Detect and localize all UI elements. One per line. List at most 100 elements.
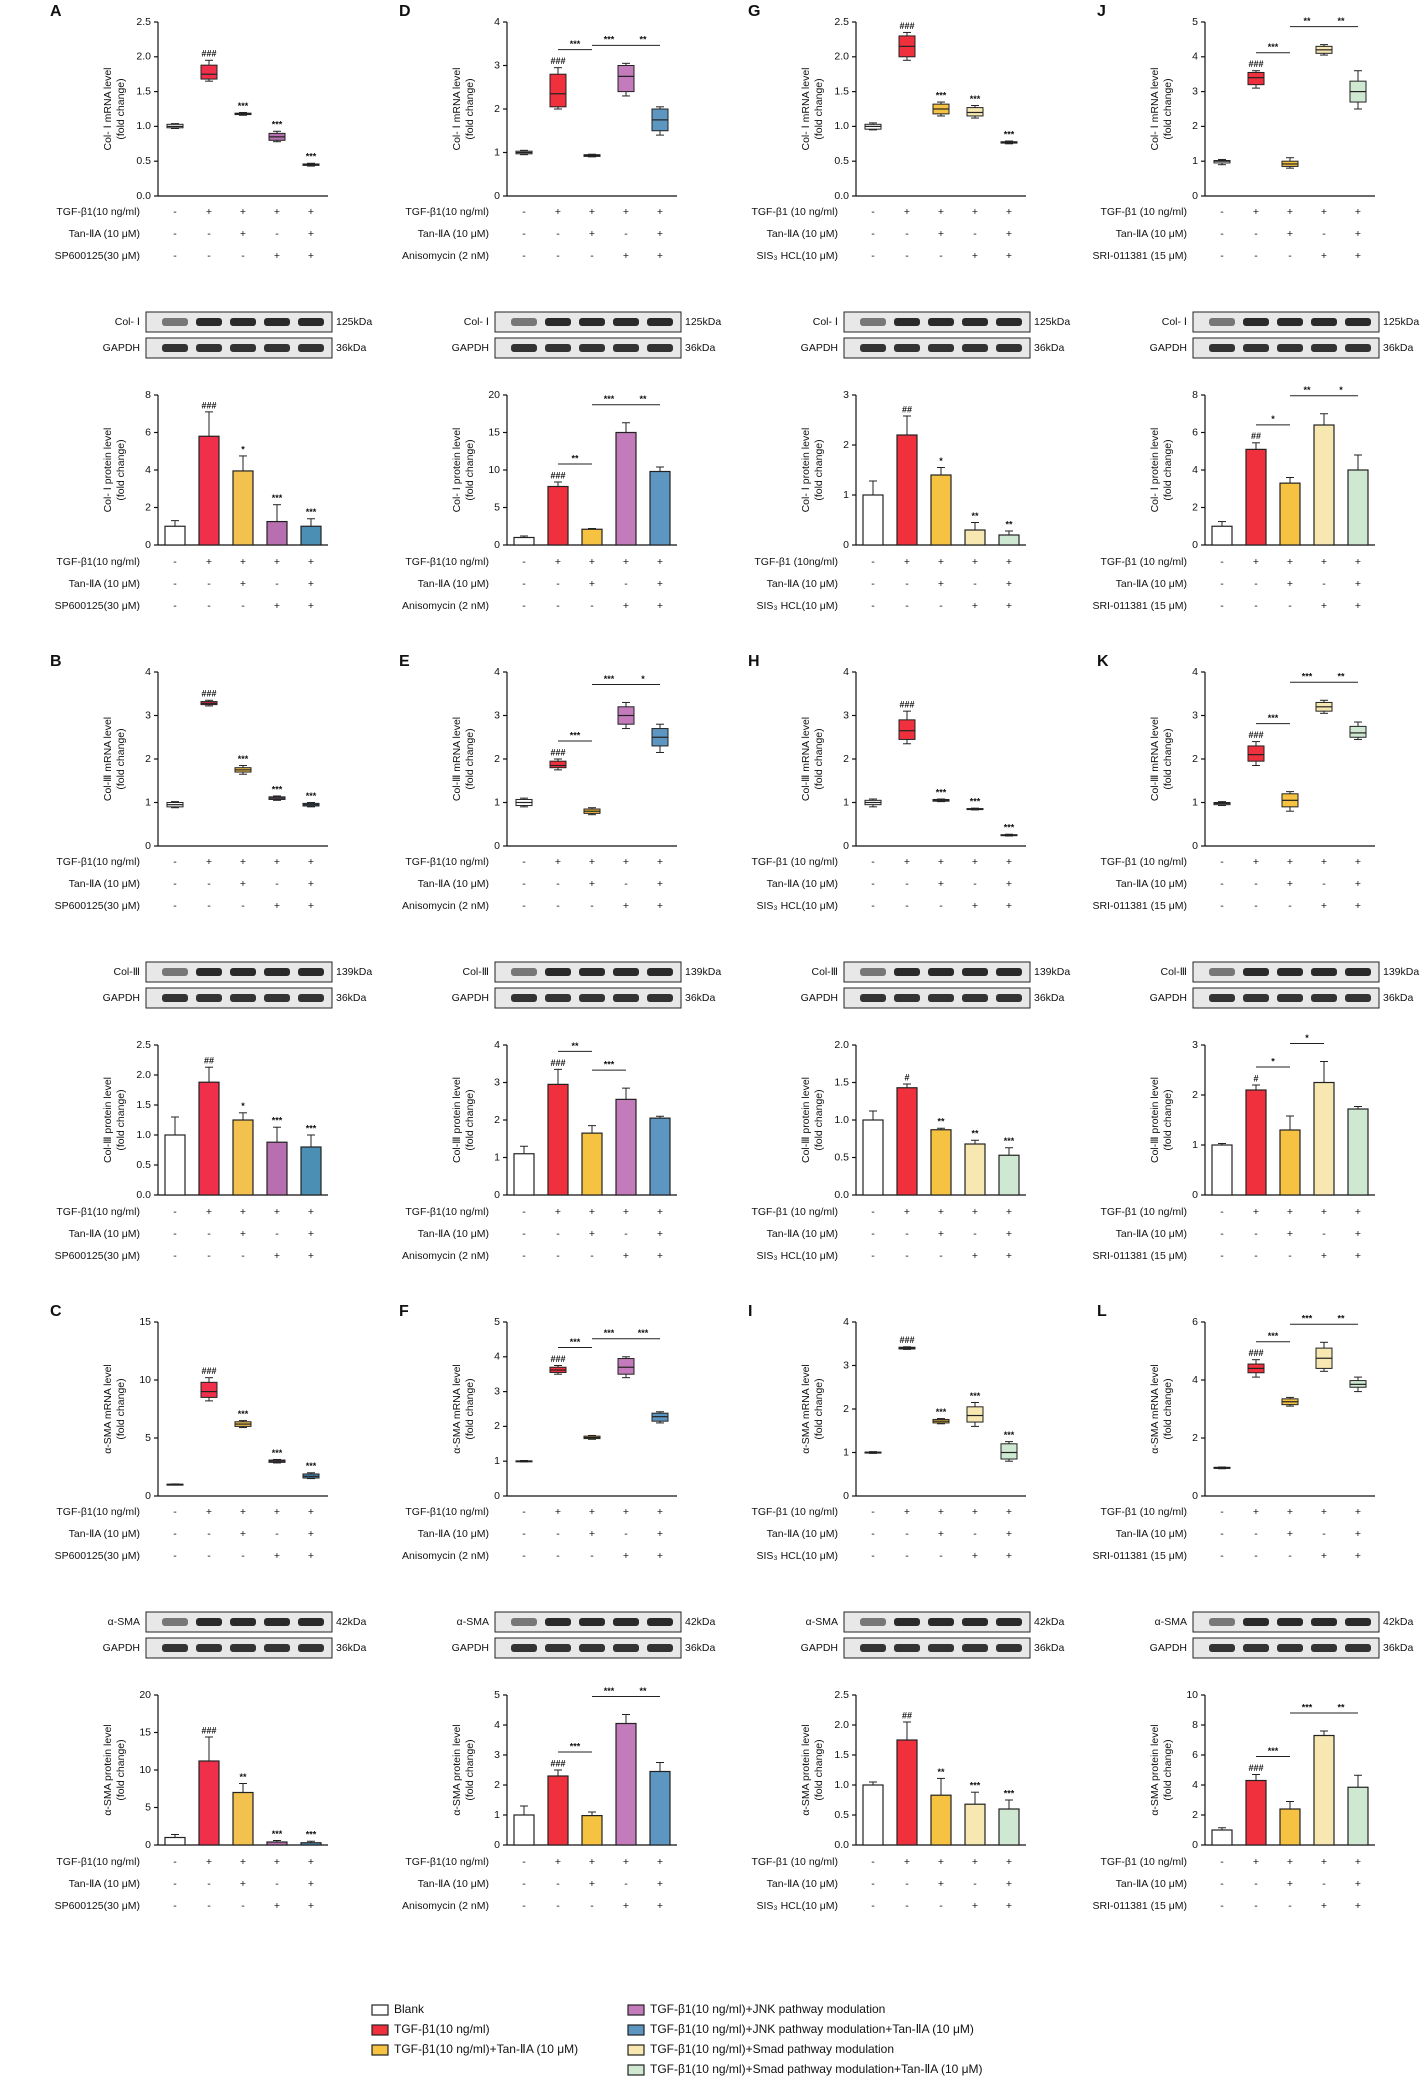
- treatment-label: TGF-β1 (10 ng/ml): [751, 206, 838, 218]
- treatment-sign: -: [1220, 1206, 1224, 1218]
- blot-band: [996, 318, 1022, 326]
- treatment-sign: +: [904, 556, 910, 568]
- blot-band: [613, 344, 639, 352]
- y-axis-title: Col-Ⅲ mRNA level: [451, 717, 463, 801]
- treatment-label: SIS₃ HCL(10 μM): [756, 1900, 838, 1912]
- blot-band: [647, 1618, 673, 1626]
- y-tick-label: 2.0: [136, 51, 151, 63]
- treatment-sign: +: [274, 900, 280, 912]
- treatment-sign: -: [624, 228, 628, 240]
- treatment-sign: -: [590, 600, 594, 612]
- y-axis-title: (fold change): [464, 1739, 476, 1800]
- y-tick-label: 2: [1192, 1432, 1198, 1444]
- treatment-sign: -: [522, 578, 526, 590]
- blot-label: Col-Ⅲ: [114, 966, 141, 978]
- treatment-label: TGF-β1(10 ng/ml): [405, 1506, 489, 1518]
- y-axis-title: (fold change): [1162, 439, 1174, 500]
- blot-band: [962, 318, 988, 326]
- significance-mark: ***: [306, 1461, 317, 1471]
- significance-mark: ###: [899, 21, 914, 31]
- bar: [547, 485, 569, 546]
- y-tick-label: 10: [139, 1374, 151, 1386]
- blot-band: [1277, 1618, 1303, 1626]
- treatment-sign: +: [240, 206, 246, 218]
- treatment-sign: -: [173, 1250, 177, 1262]
- panel-label: L: [1097, 1303, 1107, 1320]
- treatment-sign: +: [623, 556, 629, 568]
- legend-swatch: [371, 2044, 389, 2056]
- treatment-sign: -: [871, 1528, 875, 1540]
- treatment-sign: +: [589, 856, 595, 868]
- y-tick-label: 0: [494, 1839, 500, 1851]
- treatment-label: SP600125(30 μM): [55, 250, 140, 262]
- treatment-sign: -: [1220, 228, 1224, 240]
- significance-mark: ###: [201, 1725, 216, 1735]
- treatment-sign: +: [206, 856, 212, 868]
- treatment-sign: +: [1253, 856, 1259, 868]
- treatment-sign: -: [1288, 900, 1292, 912]
- significance-mark: ***: [1004, 1788, 1015, 1798]
- blot-band: [1243, 318, 1269, 326]
- y-tick-label: 2: [494, 753, 500, 765]
- significance-mark: ###: [201, 1366, 216, 1376]
- box: [898, 719, 916, 740]
- significance-mark: ***: [1004, 129, 1015, 139]
- bar: [1211, 525, 1233, 546]
- treatment-sign: -: [973, 1528, 977, 1540]
- blot-band: [996, 1618, 1022, 1626]
- y-tick-label: 1.0: [834, 1114, 849, 1126]
- treatment-sign: -: [1220, 206, 1224, 218]
- treatment-sign: -: [1322, 1528, 1326, 1540]
- y-tick-label: 0.0: [136, 1189, 151, 1201]
- treatment-sign: -: [871, 1206, 875, 1218]
- treatment-sign: -: [590, 900, 594, 912]
- bar: [1279, 482, 1301, 546]
- treatment-sign: -: [173, 600, 177, 612]
- comparison-label: ***: [604, 1060, 615, 1070]
- y-tick-label: 4: [1192, 666, 1198, 678]
- panel-label: G: [748, 3, 760, 20]
- blot-band: [579, 1618, 605, 1626]
- y-axis-title: Col- Ⅰ protein level: [102, 428, 114, 513]
- treatment-sign: +: [240, 1856, 246, 1868]
- treatment-sign: -: [905, 1550, 909, 1562]
- blot-band: [230, 344, 256, 352]
- treatment-sign: -: [522, 1856, 526, 1868]
- significance-mark: ###: [1248, 59, 1263, 69]
- y-tick-label: 3: [843, 389, 849, 401]
- treatment-label: TGF-β1(10 ng/ml): [56, 856, 140, 868]
- y-tick-label: 3: [494, 1076, 500, 1088]
- treatment-sign: +: [904, 1856, 910, 1868]
- treatment-sign: +: [274, 1550, 280, 1562]
- treatment-sign: -: [1220, 1856, 1224, 1868]
- treatment-sign: +: [623, 1550, 629, 1562]
- treatment-sign: -: [939, 1900, 943, 1912]
- y-tick-label: 4: [1192, 464, 1198, 476]
- treatment-sign: -: [522, 856, 526, 868]
- treatment-label: Tan-ⅡA (10 μM): [69, 878, 140, 890]
- treatment-sign: +: [623, 856, 629, 868]
- comparison-label: ***: [570, 1337, 581, 1347]
- treatment-sign: +: [308, 556, 314, 568]
- y-tick-label: 0: [494, 539, 500, 551]
- treatment-sign: +: [240, 1528, 246, 1540]
- y-tick-label: 0: [1192, 1839, 1198, 1851]
- treatment-sign: +: [240, 578, 246, 590]
- y-tick-label: 2.5: [136, 1039, 151, 1051]
- blot-label: GAPDH: [801, 342, 838, 354]
- treatment-sign: -: [624, 878, 628, 890]
- treatment-label: Tan-ⅡA (10 μM): [1116, 1228, 1187, 1240]
- treatment-sign: +: [1006, 556, 1012, 568]
- comparison-label: **: [571, 1041, 579, 1051]
- bar: [198, 1760, 220, 1846]
- treatment-sign: +: [274, 856, 280, 868]
- treatment-sign: +: [1321, 1856, 1327, 1868]
- y-axis-title: Col-Ⅲ protein level: [1149, 1077, 1161, 1163]
- treatment-sign: +: [938, 1206, 944, 1218]
- treatment-sign: +: [589, 578, 595, 590]
- comparison-label: ***: [1268, 42, 1279, 52]
- treatment-sign: +: [657, 1900, 663, 1912]
- y-tick-label: 2.5: [834, 16, 849, 28]
- treatment-label: TGF-β1 (10ng/ml): [754, 556, 838, 568]
- treatment-label: SIS₃ HCL(10 μM): [756, 600, 838, 612]
